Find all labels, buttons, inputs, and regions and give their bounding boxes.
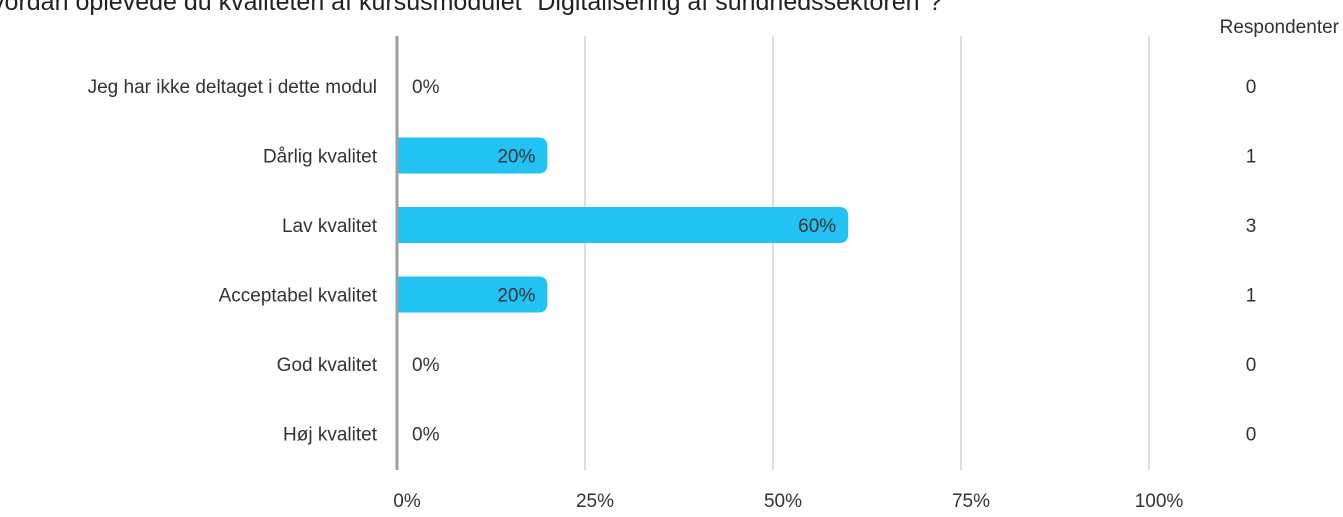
- x-tick-label: 0%: [393, 491, 421, 512]
- labels: 0% 25% 50% 75% 100%Jeg har ikke deltaget i d…: [88, 77, 1257, 512]
- bar-value-label: 60%: [798, 216, 836, 237]
- respondent-count: 0: [1246, 425, 1257, 446]
- respondent-count: 0: [1246, 77, 1257, 98]
- bar-value-label: 0%: [412, 355, 440, 376]
- grid-lines: [584, 36, 1150, 470]
- bar-value-label: 20%: [497, 147, 535, 168]
- category-label: Dårlig kvalitet: [263, 147, 378, 168]
- respondent-count: 0: [1246, 355, 1257, 376]
- x-tick-label: 75%: [952, 491, 990, 512]
- bar: [397, 207, 849, 243]
- x-tick-label: 100%: [1135, 491, 1184, 512]
- category-label: God kvalitet: [277, 355, 378, 376]
- bar-value-label: 0%: [412, 77, 440, 98]
- bar: [397, 276, 548, 313]
- category-label: Høj kvalitet: [283, 425, 378, 446]
- respondent-count: 1: [1246, 286, 1257, 307]
- respondent-count: 3: [1246, 216, 1257, 237]
- category-label: Lav kvalitet: [282, 216, 378, 237]
- category-label: Acceptabel kvalitet: [219, 286, 378, 307]
- x-tick-label: 25%: [576, 491, 614, 512]
- category-label: Jeg har ikke deltaget i dette modul: [88, 77, 377, 98]
- bar-value-label: 20%: [497, 286, 535, 307]
- chart-title: Hvordan oplevede du kvaliteten af kursus…: [0, 0, 942, 16]
- respondents-header: Respondenter: [1220, 17, 1340, 38]
- x-tick-label: 50%: [764, 491, 802, 512]
- bar: [397, 137, 548, 174]
- respondent-count: 1: [1246, 147, 1257, 168]
- bar-value-label: 0%: [412, 425, 440, 446]
- bars: [397, 137, 849, 313]
